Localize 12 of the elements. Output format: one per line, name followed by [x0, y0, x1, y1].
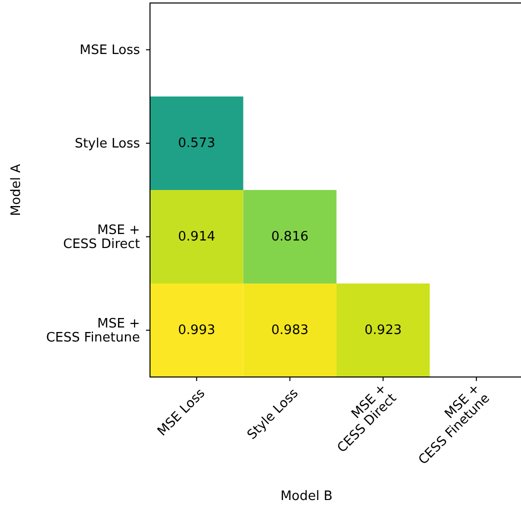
data-label: 0.816 [271, 229, 308, 244]
y-tick-label: Style Loss [74, 136, 140, 151]
y-axis-title: Model A [9, 164, 24, 216]
x-axis-title: Model B [280, 489, 333, 504]
data-label: 0.983 [271, 322, 308, 338]
data-label: 0.573 [178, 136, 216, 151]
y-tick-label: MSE + CESS Direct [63, 222, 140, 252]
y-tick-label: MSE + CESS Finetune [46, 316, 140, 345]
data-label: 0.923 [364, 322, 402, 338]
data-label: 0.914 [178, 229, 216, 244]
data-label: 0.993 [178, 322, 216, 338]
y-tick-label: MSE Loss [80, 42, 140, 58]
